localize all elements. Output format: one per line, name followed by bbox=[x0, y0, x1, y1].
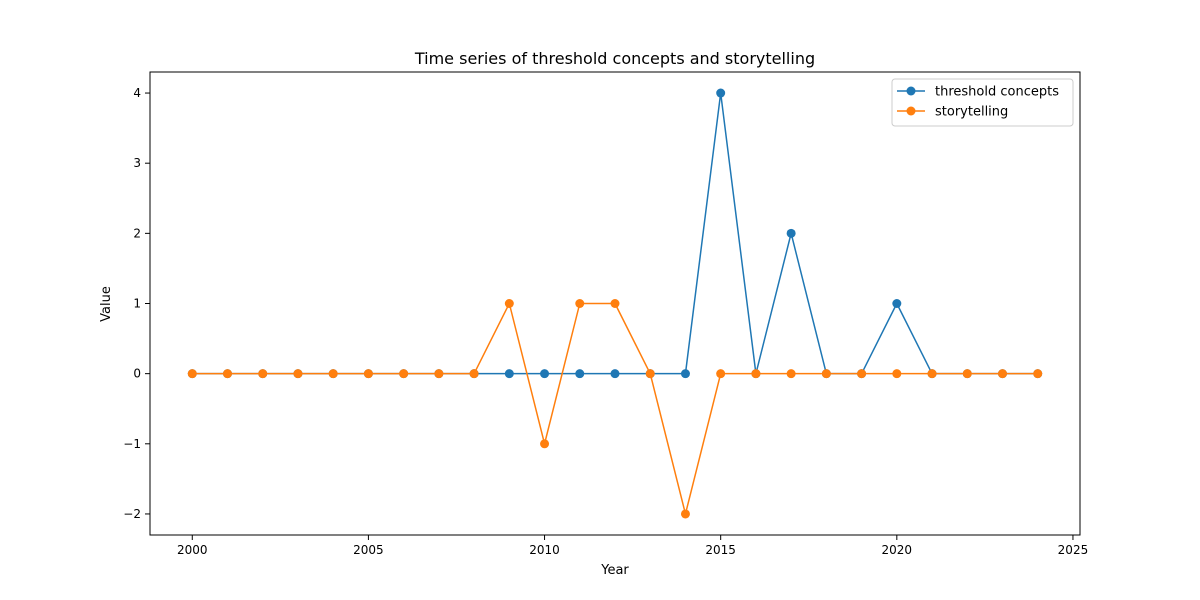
data-point-storytelling bbox=[751, 369, 761, 379]
data-point-storytelling bbox=[469, 369, 479, 379]
data-point-storytelling bbox=[680, 509, 690, 519]
data-point-storytelling bbox=[927, 369, 937, 379]
y-tick-label: −2 bbox=[123, 507, 141, 521]
y-tick-label: −1 bbox=[123, 437, 141, 451]
legend-marker-storytelling bbox=[906, 106, 916, 116]
data-point-threshold-concepts bbox=[716, 88, 726, 98]
data-point-threshold-concepts bbox=[680, 369, 690, 379]
data-point-storytelling bbox=[962, 369, 972, 379]
series-threshold-concepts bbox=[187, 88, 1043, 379]
data-point-storytelling bbox=[399, 369, 409, 379]
y-tick-label: 0 bbox=[133, 367, 141, 381]
x-tick-label: 2020 bbox=[882, 543, 913, 557]
y-tick-label: 1 bbox=[133, 297, 141, 311]
data-point-storytelling bbox=[645, 369, 655, 379]
x-tick-label: 2025 bbox=[1058, 543, 1089, 557]
data-point-threshold-concepts bbox=[540, 369, 550, 379]
data-point-threshold-concepts bbox=[504, 369, 514, 379]
series-line-threshold-concepts bbox=[192, 92, 1038, 375]
data-point-threshold-concepts bbox=[610, 369, 620, 379]
legend-label-threshold-concepts: threshold concepts bbox=[935, 85, 1059, 100]
data-point-storytelling bbox=[293, 369, 303, 379]
data-point-storytelling bbox=[258, 369, 268, 379]
legend-label-storytelling: storytelling bbox=[935, 105, 1008, 120]
data-point-storytelling bbox=[857, 369, 867, 379]
data-point-storytelling bbox=[1033, 369, 1043, 379]
data-point-threshold-concepts bbox=[892, 299, 902, 308]
y-tick-label: 3 bbox=[133, 156, 141, 170]
plot-area bbox=[187, 88, 1043, 519]
chart-title: Time series of threshold concepts and st… bbox=[414, 49, 815, 68]
y-tick-label: 4 bbox=[133, 86, 141, 100]
data-point-storytelling bbox=[821, 369, 831, 379]
data-point-storytelling bbox=[716, 369, 726, 379]
series-line-storytelling bbox=[192, 302, 1038, 515]
data-point-storytelling bbox=[540, 439, 550, 449]
x-axis-label: Year bbox=[600, 563, 629, 578]
data-point-storytelling bbox=[187, 369, 197, 379]
x-tick-label: 2015 bbox=[705, 543, 736, 557]
data-point-storytelling bbox=[575, 299, 585, 308]
data-point-storytelling bbox=[434, 369, 444, 379]
data-point-storytelling bbox=[892, 369, 902, 379]
x-tick-label: 2010 bbox=[529, 543, 560, 557]
axis-ticks: 2000 2005 2010 2015 2020 2025 −2 −1 0 1 2 3 4 bbox=[123, 86, 1088, 557]
legend-marker-threshold-concepts bbox=[906, 86, 916, 96]
y-axis-label: Value bbox=[99, 286, 114, 322]
x-tick-label: 2005 bbox=[353, 543, 384, 557]
y-tick-label: 2 bbox=[133, 226, 141, 240]
x-tick-label: 2000 bbox=[177, 543, 208, 557]
legend-box bbox=[891, 78, 1074, 127]
data-point-storytelling bbox=[610, 299, 620, 308]
data-point-threshold-concepts bbox=[786, 228, 796, 238]
data-point-storytelling bbox=[363, 369, 373, 379]
legend: threshold concepts storytelling bbox=[891, 78, 1074, 127]
series-storytelling bbox=[187, 299, 1043, 519]
data-point-storytelling bbox=[998, 369, 1007, 379]
data-point-storytelling bbox=[223, 369, 232, 379]
data-point-storytelling bbox=[786, 369, 796, 379]
data-point-threshold-concepts bbox=[575, 369, 585, 379]
data-point-storytelling bbox=[328, 369, 338, 379]
data-point-storytelling bbox=[504, 299, 514, 308]
